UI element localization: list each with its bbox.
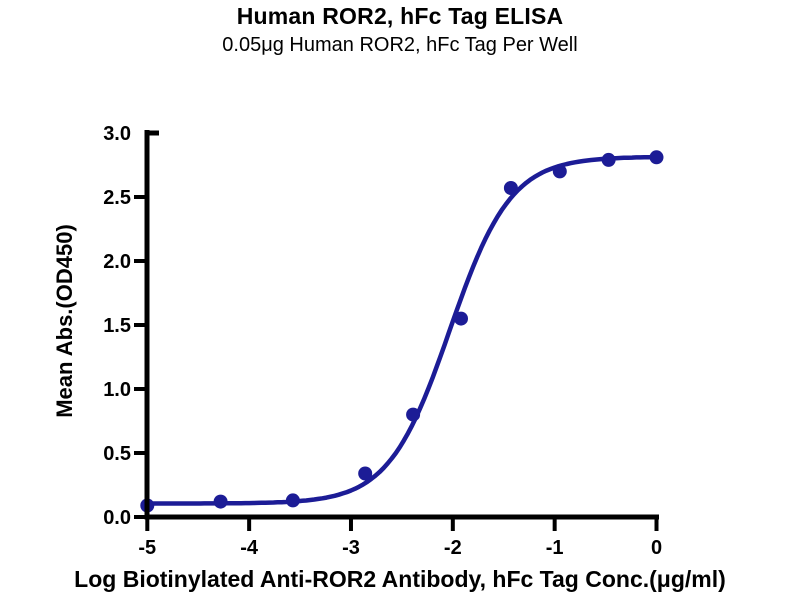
data-point [649,150,664,165]
chart-title: Human ROR2, hFc Tag ELISA [236,3,564,29]
data-point [503,181,518,195]
axes-layer: -5 -4 -3 -2 -1 0 0.0 0.5 1.0 1.5 2.0 2.5 3.0 [103,123,662,559]
x-tick-label: -1 [546,537,564,559]
y-tick-label: 1.5 [103,315,131,337]
y-tick-label: 0.0 [103,507,131,529]
data-point [358,466,373,481]
data-point [213,494,228,509]
x-axis-title: Log Biotinylated Anti-ROR2 Antibody, hFc… [74,566,726,592]
data-point [552,164,567,179]
x-tick-label: -2 [444,537,462,559]
y-tick-label: 2.5 [103,187,131,209]
y-tick-label: 1.0 [103,379,131,401]
data-point [454,311,468,326]
x-tick-label: -4 [240,537,259,559]
y-tick-label: 0.5 [103,443,131,465]
data-point [285,493,300,508]
data-point [601,152,616,167]
y-tick-label: 3.0 [103,123,131,145]
y-axis-title: Mean Abs.(OD450) [52,224,77,418]
y-tick-label: 2.0 [103,251,131,273]
x-tick-label: -3 [342,537,360,559]
data-point [406,407,421,422]
x-tick-label: 0 [651,537,662,559]
chart-subtitle: 0.05μg Human ROR2, hFc Tag Per Well [222,34,578,56]
x-tick-label: -5 [138,537,156,559]
series-layer [140,150,664,513]
fit-curve [145,154,659,506]
